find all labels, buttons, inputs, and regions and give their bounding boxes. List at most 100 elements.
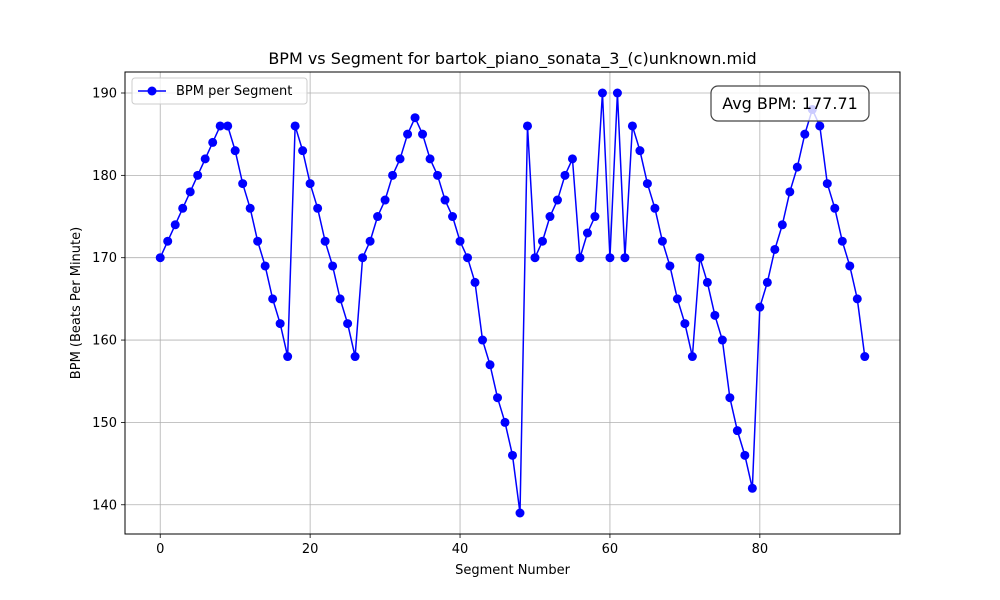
legend-label: BPM per Segment [176, 84, 292, 99]
data-point [590, 212, 600, 222]
data-point [238, 179, 248, 189]
data-point [552, 195, 562, 205]
data-point [508, 450, 517, 460]
x-tick-label: 40 [452, 542, 469, 557]
data-point [545, 212, 555, 222]
data-point [260, 261, 270, 271]
data-point [575, 253, 585, 263]
data-point [163, 236, 173, 246]
data-point [253, 236, 263, 246]
data-point [268, 294, 278, 304]
data-point [860, 352, 870, 362]
series-bpm-per-segment [155, 88, 870, 518]
data-point [567, 154, 577, 164]
data-point [365, 236, 375, 246]
data-point [740, 450, 750, 460]
data-point [560, 170, 570, 180]
data-point [448, 212, 458, 222]
data-point [515, 508, 525, 518]
data-point [395, 154, 405, 164]
data-point [717, 335, 727, 345]
data-point [605, 253, 615, 263]
data-point [800, 129, 810, 139]
data-point [687, 352, 697, 362]
data-point [747, 483, 757, 493]
data-point [178, 203, 188, 213]
data-point [463, 253, 473, 263]
y-tick-label: 180 [92, 169, 117, 184]
data-point [635, 146, 645, 156]
data-point [642, 179, 652, 189]
data-point [290, 121, 300, 131]
data-point [852, 294, 862, 304]
y-tick-label: 170 [92, 251, 117, 266]
axis-ticks: 0 20 40 60 80 140 150 160 170 180 190 [92, 87, 768, 558]
chart-title: BPM vs Segment for bartok_piano_sonata_3… [268, 49, 756, 69]
data-point [425, 154, 435, 164]
data-point [657, 236, 667, 246]
data-point [403, 129, 413, 139]
data-point [170, 220, 180, 230]
data-point [762, 277, 772, 287]
legend-box [131, 77, 308, 105]
data-point [305, 179, 315, 189]
data-point [522, 121, 532, 131]
data-point [313, 203, 323, 213]
data-point [433, 170, 443, 180]
data-point [440, 195, 450, 205]
data-point [837, 236, 847, 246]
y-tick-label: 150 [92, 416, 117, 431]
avg-bpm-annotation: Avg BPM: 177.71 [710, 85, 870, 122]
x-tick-label: 0 [156, 542, 164, 557]
data-point [298, 146, 308, 156]
data-point [283, 352, 293, 362]
data-point [815, 121, 825, 131]
data-point [485, 360, 495, 370]
data-point [388, 170, 398, 180]
y-tick-label: 140 [92, 498, 117, 513]
data-point [380, 195, 390, 205]
data-point [155, 253, 165, 263]
data-point [455, 236, 465, 246]
data-point [695, 253, 705, 263]
data-point [223, 121, 233, 131]
data-point [777, 220, 787, 230]
x-tick-label: 20 [302, 542, 319, 557]
data-point [650, 203, 660, 213]
data-point [537, 236, 547, 246]
plot-area-frame [124, 71, 901, 535]
data-point [350, 352, 360, 362]
data-point [500, 417, 510, 427]
data-point [710, 310, 720, 320]
y-axis-label: BPM (Beats Per Minute) [69, 227, 84, 379]
data-point [208, 137, 218, 147]
data-point [493, 393, 503, 403]
y-tick-label: 160 [92, 334, 117, 349]
data-point [732, 426, 742, 436]
data-point [582, 228, 592, 238]
data-point [200, 154, 210, 164]
data-point [612, 88, 622, 98]
data-point [410, 113, 420, 123]
data-point [418, 129, 428, 139]
data-point [193, 170, 203, 180]
data-point [627, 121, 637, 131]
data-point [343, 319, 353, 329]
y-tick-label: 190 [92, 87, 117, 102]
legend: BPM per Segment [131, 77, 308, 105]
data-point [725, 393, 735, 403]
data-point [335, 294, 345, 304]
data-point [230, 146, 240, 156]
data-point [672, 294, 682, 304]
data-point [470, 277, 480, 287]
data-point [328, 261, 338, 271]
x-tick-label: 60 [602, 542, 619, 557]
x-axis-label: Segment Number [455, 563, 571, 578]
data-point [478, 335, 488, 345]
grid-lines [125, 72, 900, 534]
legend-marker-swatch [147, 86, 157, 96]
data-point [373, 212, 383, 222]
data-point [770, 244, 780, 254]
data-point [680, 319, 690, 329]
